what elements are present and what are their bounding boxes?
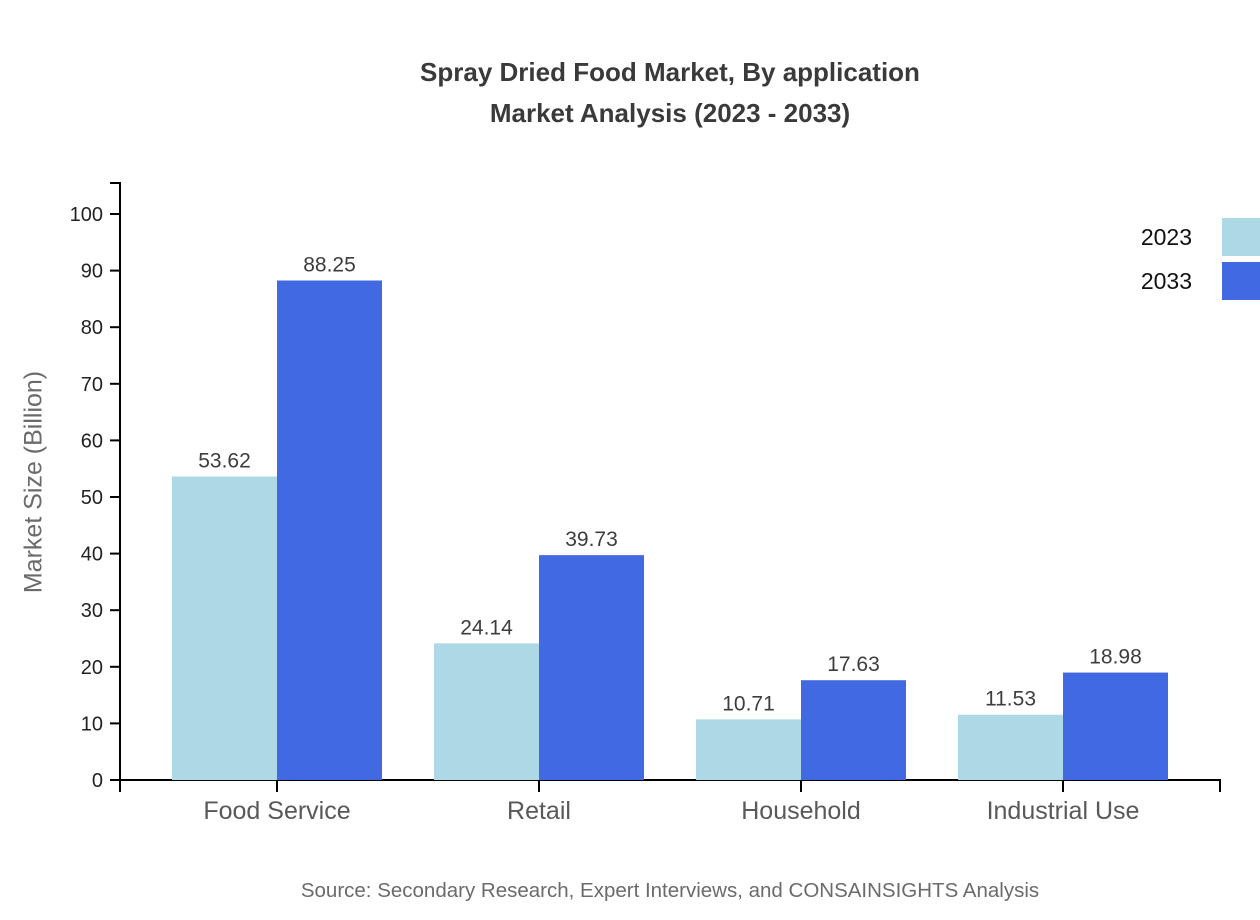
x-axis: [119, 779, 1221, 792]
value-label-retail-2033: 39.73: [565, 528, 618, 551]
y-tick-label: 80: [81, 317, 103, 339]
value-label-retail-2023: 24.14: [460, 616, 513, 639]
y-tick-label: 10: [81, 713, 103, 735]
legend: 2023 2033: [1141, 218, 1260, 306]
bar-food-service-2033: [277, 280, 382, 780]
legend-label-2023: 2023: [1140, 223, 1192, 250]
value-label-household-2023: 10.71: [722, 692, 775, 715]
y-tick-label: 30: [81, 600, 103, 622]
legend-swatch-2033: [1222, 262, 1260, 300]
chart-title-line-1: Spray Dried Food Market, By application: [420, 57, 920, 87]
y-tick-label: 0: [92, 770, 103, 792]
y-axis-title: Market Size (Billion): [19, 370, 48, 594]
x-tick-label-retail: Retail: [507, 797, 571, 825]
source-note: Source: Secondary Research, Expert Inter…: [300, 879, 1040, 902]
bar-food-service-2023: [172, 476, 277, 780]
y-tick-label: 70: [81, 374, 103, 396]
y-tick-label: 50: [81, 487, 103, 509]
x-tick-label-household: Household: [741, 797, 861, 825]
chart-title-line-2: Market Analysis (2023 - 2033): [489, 98, 851, 128]
value-label-industrial-use-2033: 18.98: [1089, 646, 1142, 669]
legend-item-2023: 2023: [1141, 218, 1260, 256]
legend-swatch-2023: [1222, 218, 1260, 256]
bar-household-2023: [696, 719, 801, 780]
bar-retail-2023: [434, 643, 539, 780]
y-axis: [110, 182, 121, 780]
bar-industrial-use-2033: [1063, 672, 1168, 780]
bar-household-2033: [801, 680, 906, 780]
x-tick-label-industrial-use: Industrial Use: [987, 797, 1140, 825]
chart-title: Spray Dried Food Market, By application …: [80, 52, 1260, 134]
y-tick-label: 60: [81, 430, 103, 452]
y-tick-label: 100: [70, 204, 103, 226]
x-tick-label-food-service: Food Service: [203, 797, 350, 825]
bar-retail-2033: [539, 555, 644, 780]
y-tick-label: 90: [81, 261, 103, 283]
y-tick-label: 20: [81, 657, 103, 679]
value-label-industrial-use-2023: 11.53: [985, 688, 1036, 711]
y-tick-label: 40: [81, 544, 103, 566]
value-label-household-2033: 17.63: [827, 653, 880, 676]
legend-item-2033: 2033: [1141, 262, 1260, 300]
value-label-food-service-2023: 53.62: [198, 450, 251, 473]
value-label-food-service-2033: 88.25: [303, 254, 356, 277]
bar-industrial-use-2023: [958, 714, 1063, 780]
legend-label-2033: 2033: [1140, 267, 1192, 294]
